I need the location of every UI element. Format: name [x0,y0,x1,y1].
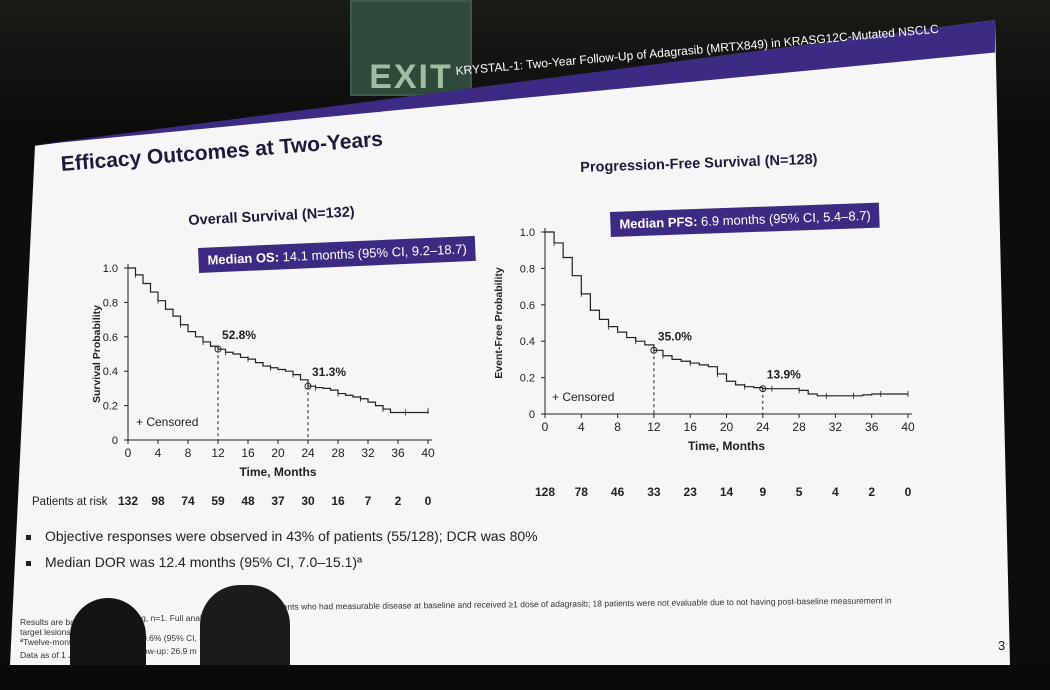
at-risk-value: 5 [796,485,803,499]
x-tick-label: 4 [155,446,162,460]
bullet-item: Objective responses were observed in 43%… [26,528,538,544]
at-risk-value: 4 [832,485,839,499]
annotation-marker [650,346,658,354]
at-risk-value: 132 [118,494,138,508]
annotation-label: 52.8% [222,328,256,342]
annotation-label: 35.0% [658,329,692,343]
annotation-marker [214,345,222,353]
at-risk-value: 48 [241,494,255,508]
x-tick-label: 40 [901,420,915,434]
y-tick-label: 0.8 [520,263,535,275]
x-axis-label: Time, Months [239,465,316,479]
at-risk-label: Patients at risk [32,496,108,508]
stage-table [0,665,1050,690]
footnote: follow-up: 26.9 m [132,646,197,656]
at-risk-value: 14 [720,485,734,499]
annotation-label: 13.9% [767,368,801,382]
at-risk-value: 128 [535,485,555,499]
at-risk-value: 74 [181,494,195,508]
x-tick-label: 0 [125,446,132,460]
km-curve [545,231,908,397]
x-tick-label: 8 [185,446,192,460]
footnote: ssing, n=1. Full analysis s [126,613,224,623]
y-tick-label: 0.4 [103,366,118,378]
x-axis-label: Time, Months [688,439,765,453]
at-risk-value: 9 [759,485,766,499]
y-tick-label: 1.0 [103,263,118,275]
footnote: Data as of 1 Janu [20,650,87,660]
x-tick-label: 36 [865,420,879,434]
exit-sign: EXIT [350,0,472,96]
at-risk-value: 0 [905,485,912,499]
y-tick-label: 0.4 [520,336,535,348]
at-risk-value: 2 [395,494,402,508]
y-tick-label: 0.8 [103,297,118,309]
at-risk-value: 59 [211,494,225,508]
censored-legend: + Censored [552,390,614,404]
y-tick-label: 0.2 [520,373,535,385]
at-risk-value: 78 [575,485,589,499]
presenter-left [70,598,146,678]
x-tick-label: 0 [542,420,549,434]
footnote: ªTwelve-month ev [20,637,88,647]
x-tick-label: 8 [614,420,621,434]
x-tick-label: 4 [578,420,585,434]
bullet-list: Objective responses were observed in 43%… [26,528,538,580]
x-tick-label: 28 [792,420,806,434]
x-tick-label: 32 [361,446,375,460]
km-curve [128,267,429,414]
y-tick-label: 0 [112,435,118,447]
footnote: as 50.6% (95% CI, 36.1 [126,633,216,643]
at-risk-value: 16 [331,494,345,508]
x-tick-label: 32 [829,420,843,434]
at-risk-value: 30 [301,494,315,508]
y-tick-label: 1.0 [520,227,535,239]
x-tick-label: 28 [331,446,345,460]
presenter-right [200,585,290,680]
y-tick-label: 0.6 [520,300,535,312]
at-risk-value: 98 [151,494,165,508]
at-risk-value: 46 [611,485,625,499]
bullet-item: Median DOR was 12.4 months (95% CI, 7.0–… [26,554,538,570]
x-tick-label: 24 [756,420,770,434]
x-tick-label: 24 [301,446,315,460]
at-risk-value: 7 [365,494,372,508]
y-tick-label: 0.2 [103,401,118,413]
at-risk-value: 0 [425,494,432,508]
x-tick-label: 16 [241,446,255,460]
page-number: 3 [998,638,1006,653]
at-risk-value: 33 [647,485,661,499]
at-risk-value: 23 [684,485,698,499]
annotation-marker [759,385,767,393]
x-tick-label: 12 [647,420,661,434]
y-tick-label: 0.6 [103,332,118,344]
x-tick-label: 20 [271,446,285,460]
x-tick-label: 36 [391,446,405,460]
at-risk-value: 2 [868,485,875,499]
footnote: target lesions [20,627,71,637]
y-axis-label: Event-Free Probability [493,267,505,379]
x-tick-label: 20 [720,420,734,434]
y-axis-label: Survival Probability [91,305,103,403]
annotation-marker [304,382,312,390]
x-tick-label: 16 [684,420,698,434]
annotation-label: 31.3% [312,365,346,379]
y-tick-label: 0 [529,409,535,421]
x-tick-label: 12 [211,446,225,460]
censored-legend: + Censored [136,415,198,429]
x-tick-label: 40 [421,446,435,460]
at-risk-value: 37 [271,494,285,508]
footnote: Results are bas [20,617,80,627]
